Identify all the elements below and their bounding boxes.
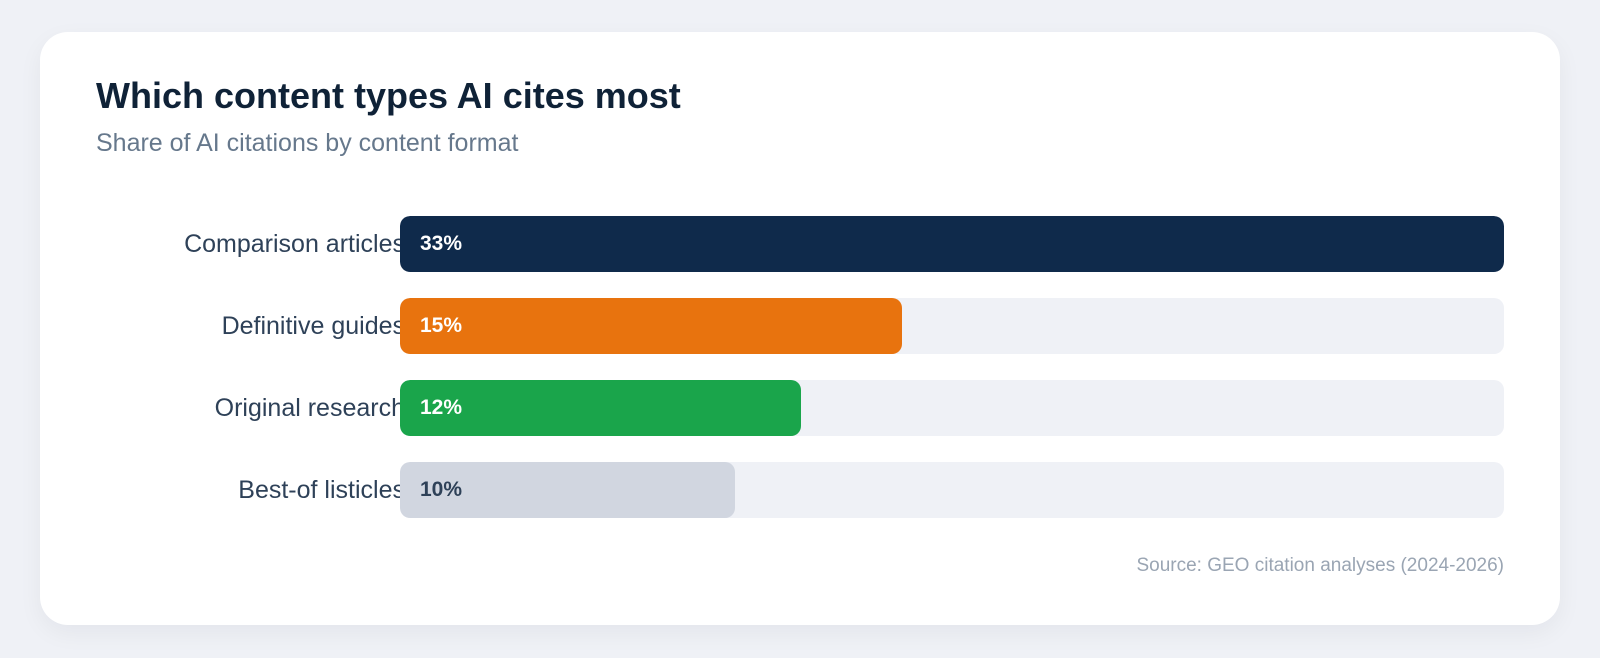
bar-track: 15% [400, 298, 1504, 354]
value-label: 10% [420, 478, 463, 501]
bar-track: 33% [400, 216, 1504, 272]
value-label: 15% [420, 314, 463, 337]
bar-row: Best-of listicles 10% [40, 462, 1560, 518]
bar-track: 10% [400, 462, 1504, 518]
bar-row: Definitive guides 15% [40, 298, 1560, 354]
bar-row: Comparison articles 33% [40, 216, 1560, 272]
chart-source: Source: GEO citation analyses (2024-2026… [1136, 555, 1504, 576]
bar [400, 298, 902, 354]
bar [400, 462, 735, 518]
chart-subtitle: Share of AI citations by content format [96, 129, 519, 157]
bar-row: Original research 12% [40, 380, 1560, 436]
category-label: Original research [214, 394, 405, 422]
value-label: 12% [420, 396, 463, 419]
category-label: Definitive guides [221, 312, 405, 340]
value-label: 33% [420, 232, 463, 255]
bar [400, 216, 1504, 272]
bar-track: 12% [400, 380, 1504, 436]
category-label: Best-of listicles [238, 476, 405, 504]
category-label: Comparison articles [184, 230, 405, 258]
bar [400, 380, 801, 436]
chart-title: Which content types AI cites most [96, 75, 681, 116]
chart-card: Which content types AI cites most Share … [40, 32, 1560, 625]
